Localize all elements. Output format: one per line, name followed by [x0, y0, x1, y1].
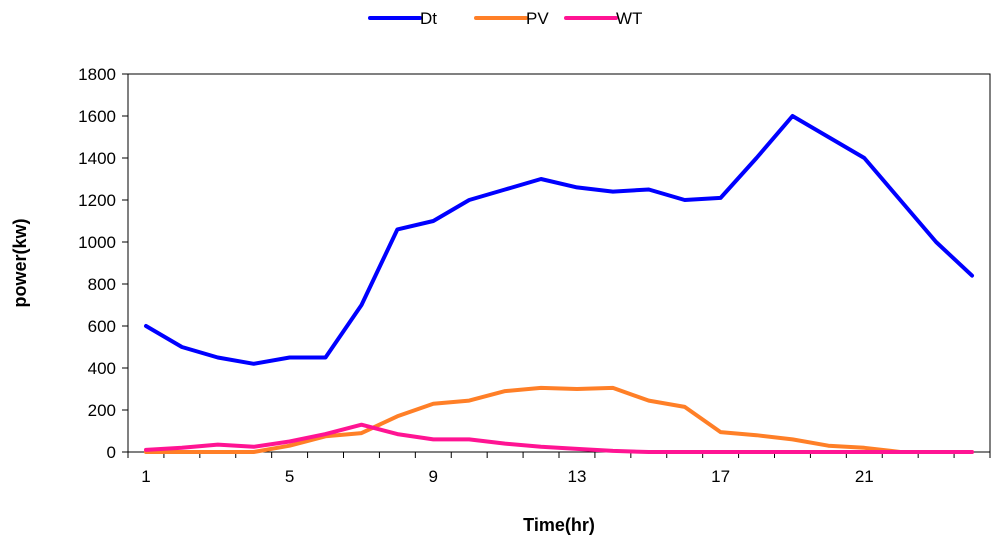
series-line-dt: [144, 114, 974, 366]
series-line-wt: [144, 422, 974, 454]
legend-label-dt: Dt: [420, 9, 437, 28]
legend: Dt PV WT: [368, 9, 642, 28]
y-tick-label: 1000: [78, 233, 116, 252]
y-tick-label: 1200: [78, 191, 116, 210]
y-tick-label: 1800: [78, 65, 116, 84]
y-axis-title: power(kw): [10, 218, 30, 307]
y-tick-label: 1600: [78, 107, 116, 126]
legend-label-pv: PV: [526, 9, 549, 28]
x-tick-label: 5: [285, 467, 294, 486]
plot-border: [127, 73, 991, 453]
y-tick-label: 800: [88, 275, 116, 294]
x-tick-label: 13: [567, 467, 586, 486]
x-tick-label: 17: [711, 467, 730, 486]
x-tick-label: 1: [141, 467, 150, 486]
x-axis: 1 5 9 13 17 21: [127, 452, 991, 486]
y-tick-label: 1400: [78, 149, 116, 168]
y-tick-label: 200: [88, 401, 116, 420]
y-axis: 0 200 400 600 800 1000 1200 1400 1600 1800: [78, 65, 991, 462]
legend-label-wt: WT: [616, 9, 642, 28]
y-tick-label: 0: [107, 443, 116, 462]
x-tick-label: 9: [429, 467, 438, 486]
x-axis-title: Time(hr): [523, 515, 595, 535]
x-tick-label: 21: [855, 467, 874, 486]
series-layer: [144, 114, 974, 454]
y-tick-label: 400: [88, 359, 116, 378]
series-line-pv: [144, 385, 974, 454]
y-tick-label: 600: [88, 317, 116, 336]
